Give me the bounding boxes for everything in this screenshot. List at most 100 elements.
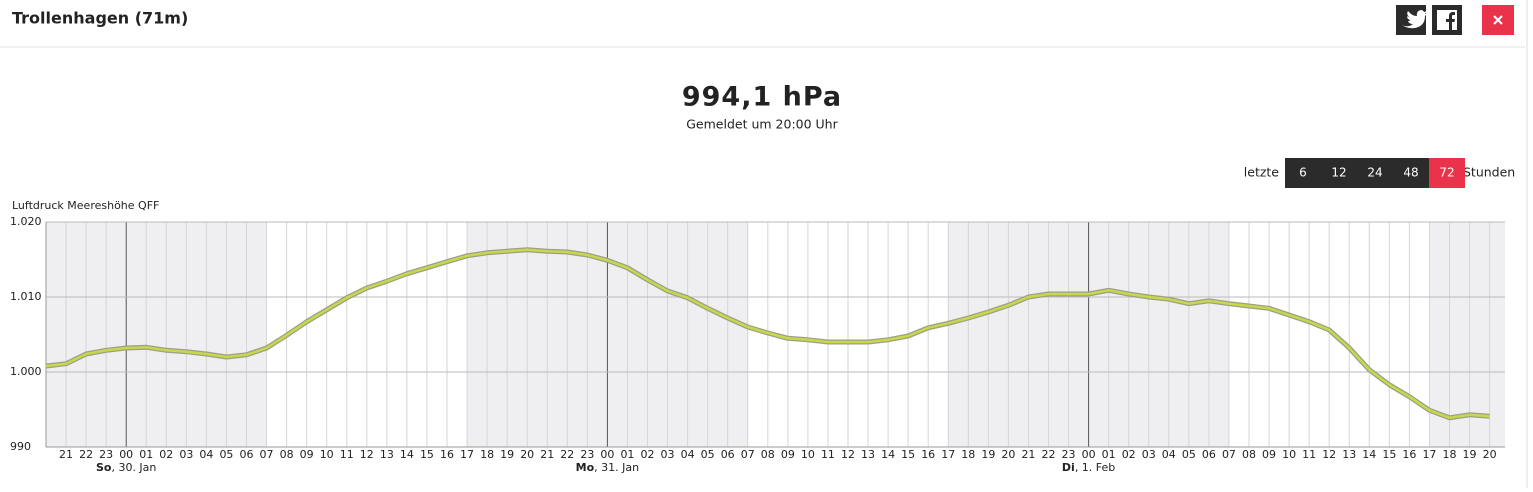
day-date: , 31. Jan [594, 461, 639, 474]
day-date: , 30. Jan [111, 461, 156, 474]
x-tick-label: 23 [99, 448, 113, 461]
day-weekday: Di [1062, 461, 1075, 474]
day-weekday: So [96, 461, 112, 474]
x-tick-label: 18 [480, 448, 494, 461]
x-tick-label: 12 [841, 448, 855, 461]
y-tick-label: 1.020 [10, 215, 42, 228]
close-button[interactable] [1482, 5, 1514, 35]
twitter-icon[interactable] [1402, 10, 1427, 29]
range-buttons: 6 12 24 48 72 [1285, 158, 1465, 188]
day-weekday: Mo [576, 461, 595, 474]
x-tick-label: 21 [540, 448, 554, 461]
x-tick-label: 07 [260, 448, 274, 461]
x-tick-label: 02 [1122, 448, 1136, 461]
night-band [46, 222, 267, 447]
range-button[interactable] [1285, 158, 1321, 188]
x-tick-label: 10 [1282, 448, 1296, 461]
x-tick-label: 05 [219, 448, 233, 461]
x-tick-label: 11 [1302, 448, 1316, 461]
range-button[interactable] [1321, 158, 1357, 188]
range-label[interactable]: 72 [1439, 166, 1454, 180]
x-tick-label: 02 [159, 448, 173, 461]
x-tick-label: 14 [881, 448, 895, 461]
x-tick-label: 17 [1422, 448, 1436, 461]
reading-note: Gemeldet um 20:00 Uhr [686, 117, 838, 132]
x-tick-label: 19 [981, 448, 995, 461]
reading-value: 994,1 hPa [682, 82, 842, 113]
facebook-button[interactable] [1432, 5, 1462, 35]
x-tick-label: 16 [1402, 448, 1416, 461]
x-tick-label: 15 [420, 448, 434, 461]
x-tick-label: 19 [500, 448, 514, 461]
x-tick-label: 00 [119, 448, 133, 461]
x-tick-label: 00 [600, 448, 614, 461]
x-tick-label: 11 [340, 448, 354, 461]
x-tick-label: 04 [1162, 448, 1176, 461]
x-tick-label: 12 [360, 448, 374, 461]
x-tick-label: 05 [1182, 448, 1196, 461]
x-tick-label: 13 [861, 448, 875, 461]
x-tick-label: 02 [641, 448, 655, 461]
x-tick-label: 03 [179, 448, 193, 461]
x-tick-label: 13 [1342, 448, 1356, 461]
x-tick-label: 07 [741, 448, 755, 461]
x-tick-label: 22 [79, 448, 93, 461]
x-tick-label: 03 [661, 448, 675, 461]
night-band [1429, 222, 1505, 447]
day-label: Di, 1. Feb [1062, 461, 1115, 474]
station-title: Trollenhagen (71m) [12, 9, 188, 28]
x-tick-label: 05 [701, 448, 715, 461]
day-date: , 1. Feb [1075, 461, 1115, 474]
close-icon[interactable] [1493, 15, 1503, 25]
x-tick-label: 18 [961, 448, 975, 461]
x-tick-label: 13 [380, 448, 394, 461]
x-tick-label: 20 [1001, 448, 1015, 461]
x-tick-label: 17 [941, 448, 955, 461]
x-tick-label: 09 [300, 448, 314, 461]
y-tick-label: 990 [10, 440, 31, 453]
x-tick-label: 07 [1222, 448, 1236, 461]
x-tick-label: 15 [1382, 448, 1396, 461]
x-tick-label: 08 [761, 448, 775, 461]
x-tick-label: 17 [460, 448, 474, 461]
x-tick-label: 01 [1102, 448, 1116, 461]
x-tick-label: 16 [921, 448, 935, 461]
x-tick-label: 20 [1483, 448, 1497, 461]
x-tick-label: 04 [199, 448, 213, 461]
x-tick-label: 09 [1262, 448, 1276, 461]
pressure-line [45, 248, 1490, 420]
y-tick-label: 1.010 [10, 290, 42, 303]
y-tick-label: 1.000 [10, 365, 42, 378]
x-tick-label: 06 [721, 448, 735, 461]
x-tick-label: 06 [1202, 448, 1216, 461]
x-tick-label: 08 [280, 448, 294, 461]
x-tick-label: 23 [580, 448, 594, 461]
day-label: Mo, 31. Jan [576, 461, 639, 474]
x-tick-label: 06 [240, 448, 254, 461]
x-tick-label: 15 [901, 448, 915, 461]
range-label[interactable]: 12 [1331, 166, 1346, 180]
range-button[interactable] [1393, 158, 1429, 188]
range-button[interactable] [1429, 158, 1465, 188]
range-label[interactable]: 6 [1299, 166, 1307, 180]
x-tick-label: 01 [139, 448, 153, 461]
range-label[interactable]: 24 [1367, 166, 1382, 180]
x-tick-label: 21 [1021, 448, 1035, 461]
x-tick-label: 21 [59, 448, 73, 461]
x-tick-label: 14 [400, 448, 414, 461]
x-tick-label: 19 [1463, 448, 1477, 461]
range-label[interactable]: 48 [1403, 166, 1418, 180]
twitter-button[interactable] [1396, 5, 1427, 35]
x-tick-label: 22 [1042, 448, 1056, 461]
x-tick-label: 00 [1082, 448, 1096, 461]
x-tick-label: 23 [1062, 448, 1076, 461]
x-tick-label: 14 [1362, 448, 1376, 461]
x-tick-label: 12 [1322, 448, 1336, 461]
x-tick-label: 10 [801, 448, 815, 461]
facebook-icon[interactable] [1446, 12, 1455, 30]
range-prefix: letzte [1244, 165, 1280, 180]
range-button[interactable] [1357, 158, 1393, 188]
x-tick-label: 22 [560, 448, 574, 461]
